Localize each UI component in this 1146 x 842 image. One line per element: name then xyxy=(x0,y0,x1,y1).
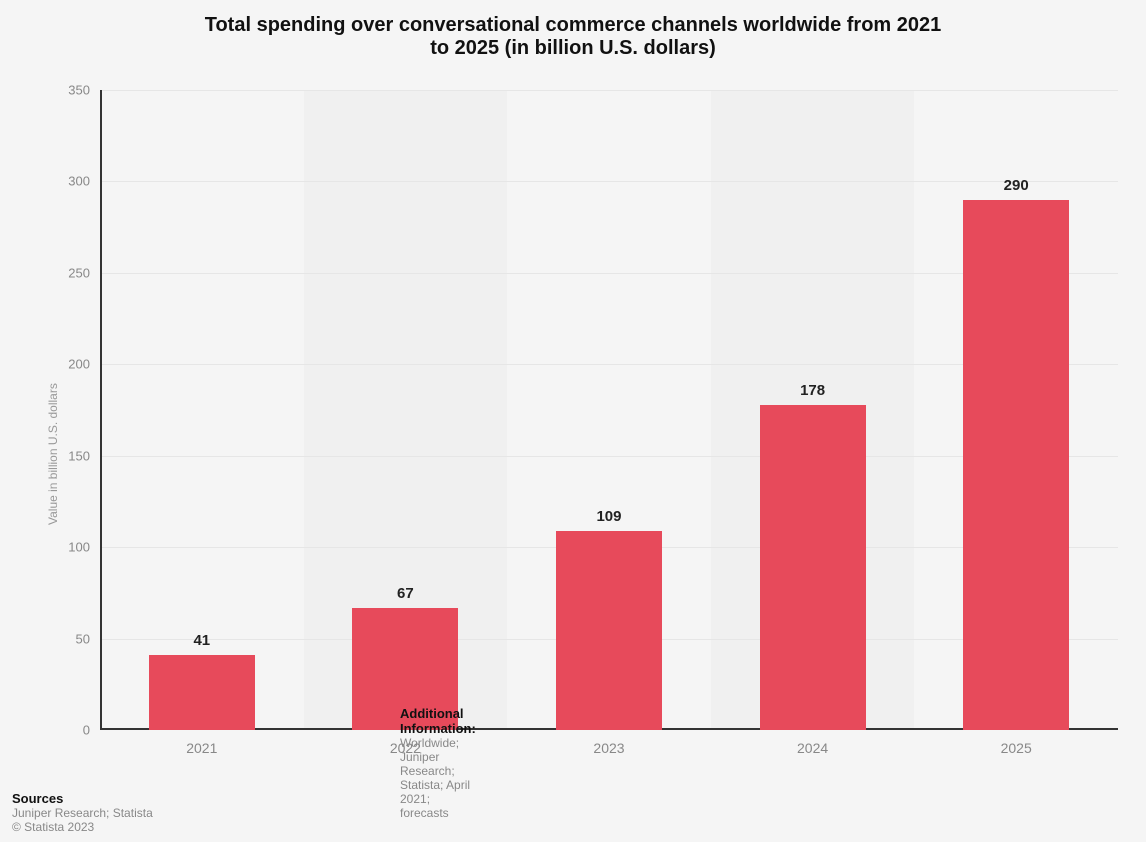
y-tick-label: 300 xyxy=(68,174,100,189)
y-tick-label: 100 xyxy=(68,540,100,555)
bar: 41 xyxy=(149,655,255,730)
y-axis xyxy=(100,90,102,730)
plot-area: Value in billion U.S. dollars 0501001502… xyxy=(100,90,1118,730)
y-tick-label: 0 xyxy=(83,723,100,738)
copyright-text: © Statista 2023 xyxy=(12,820,153,834)
additional-heading: Additional Information: xyxy=(400,706,476,736)
bar-value-label: 41 xyxy=(149,632,255,649)
y-tick-label: 200 xyxy=(68,357,100,372)
sources-heading: Sources xyxy=(12,791,153,806)
sources-text: Juniper Research; Statista xyxy=(12,806,153,820)
bar-value-label: 178 xyxy=(760,382,866,399)
additional-text: Worldwide; Juniper Research; Statista; A… xyxy=(400,736,476,820)
x-tick-label: 2021 xyxy=(186,730,217,756)
footer-additional-block: Additional Information: Worldwide; Junip… xyxy=(400,706,476,820)
x-tick-label: 2023 xyxy=(593,730,624,756)
bar-value-label: 67 xyxy=(352,585,458,602)
bar: 178 xyxy=(760,405,866,730)
x-tick-label: 2024 xyxy=(797,730,828,756)
bar-value-label: 109 xyxy=(556,508,662,525)
x-tick-label: 2025 xyxy=(1001,730,1032,756)
y-tick-label: 350 xyxy=(68,83,100,98)
bar-value-label: 290 xyxy=(963,177,1069,194)
bar: 109 xyxy=(556,531,662,730)
y-axis-label: Value in billion U.S. dollars xyxy=(46,383,60,525)
y-tick-label: 50 xyxy=(76,631,100,646)
gridline xyxy=(100,90,1118,91)
y-tick-label: 250 xyxy=(68,265,100,280)
chart-footer: Sources Juniper Research; Statista © Sta… xyxy=(12,791,153,834)
footer-sources-block: Sources Juniper Research; Statista © Sta… xyxy=(12,791,153,834)
y-tick-label: 150 xyxy=(68,448,100,463)
bar: 290 xyxy=(963,200,1069,730)
chart-container: Total spending over conversational comme… xyxy=(0,0,1146,842)
chart-title: Total spending over conversational comme… xyxy=(0,14,1146,60)
